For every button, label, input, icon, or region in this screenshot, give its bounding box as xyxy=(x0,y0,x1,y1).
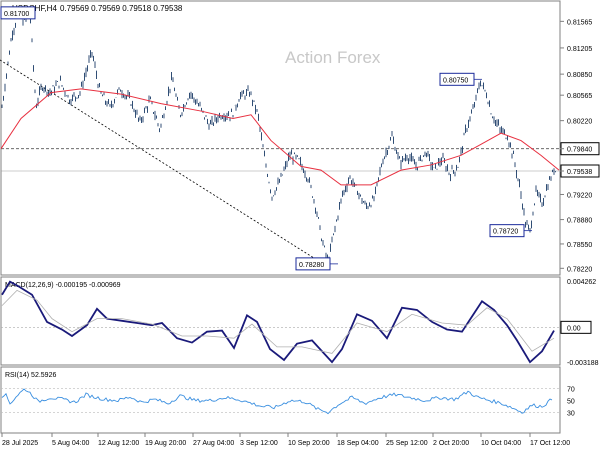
price-levels xyxy=(1,148,560,172)
time-axis: 28 Jul 2025 5 Aug 04:00 12 Aug 12:00 19 Aug… xyxy=(1,433,570,447)
x-tick-label: 5 Aug 04:00 xyxy=(52,440,89,447)
price-y-axis: 0.81565 0.81205 0.80850 0.80565 0.80220 0.798… xyxy=(560,19,600,273)
x-tick-label: 10 Oct 04:00 xyxy=(481,440,521,447)
swing-label: 0.78720 xyxy=(493,229,518,236)
x-tick-label: 18 Sep 04:00 xyxy=(337,440,379,447)
swing-label-box xyxy=(0,6,36,20)
price-annotations: 0.81700 0.80750 0.78280 0.78720 xyxy=(0,6,532,271)
rsi-title: RSI(14) 52.5926 xyxy=(5,372,56,379)
ma-line xyxy=(0,88,560,186)
x-tick-label: 27 Aug 04:00 xyxy=(193,440,234,447)
rsi-tick-label: 70 xyxy=(567,387,575,394)
macd-tick-label: 0.004262 xyxy=(567,279,596,286)
price-series xyxy=(1,9,556,263)
y-tick-label: 0.80220 xyxy=(567,119,592,126)
y-tick-label: 0.79538 xyxy=(567,169,592,176)
y-tick-label: 0.81565 xyxy=(567,19,592,26)
swing-label: 0.80750 xyxy=(443,77,468,84)
watermark: Action Forex xyxy=(285,48,381,67)
rsi-tick-label: 30 xyxy=(567,410,575,417)
moving-average xyxy=(0,88,560,186)
y-tick-label: 0.79220 xyxy=(567,192,592,199)
y-tick-label: 0.78880 xyxy=(567,218,592,225)
x-tick-label: 28 Jul 2025 xyxy=(2,440,38,447)
y-tick-label: 0.79840 xyxy=(567,147,592,154)
macd-value-box xyxy=(560,320,592,334)
rsi-series xyxy=(1,388,553,415)
x-tick-label: 10 Sep 20:00 xyxy=(288,440,330,447)
rsi-pane xyxy=(0,366,561,434)
x-tick-label: 2 Oct 20:00 xyxy=(433,440,469,447)
rsi-line xyxy=(1,388,553,415)
trendline[interactable] xyxy=(0,59,326,266)
y-tick-label: 0.78550 xyxy=(567,242,592,249)
macd-pane xyxy=(0,276,561,366)
ohlc-readout: 0.79569 0.79569 0.79518 0.79538 xyxy=(60,4,183,13)
x-tick-label: 25 Sep 12:00 xyxy=(386,440,428,447)
x-tick-label: 3 Sep 12:00 xyxy=(240,440,278,447)
swing-label: 0.78280 xyxy=(299,262,324,269)
macd-title: MACD(12,26,9) -0.000195 -0.000969 xyxy=(5,282,121,289)
macd-tick-label: -0.003188 xyxy=(567,360,599,367)
x-tick-label: 19 Aug 20:00 xyxy=(145,440,186,447)
macd-line xyxy=(1,280,555,364)
price-pane xyxy=(0,0,561,276)
y-tick-label: 0.80565 xyxy=(567,93,592,100)
macd-y-axis: 0.004262 0.00 -0.003188 xyxy=(1,279,599,367)
y-tick-label: 0.78220 xyxy=(567,266,592,273)
swing-label: 0.81700 xyxy=(4,11,29,18)
x-tick-label: 17 Oct 12:00 xyxy=(530,440,570,447)
macd-signal-line xyxy=(1,289,555,354)
macd-tick-label: 0.00 xyxy=(567,325,581,332)
rsi-tick-label: 50 xyxy=(567,399,575,406)
x-tick-label: 12 Aug 12:00 xyxy=(98,440,139,447)
rsi-y-axis: 70 50 30 xyxy=(1,387,575,417)
y-tick-label: 0.80850 xyxy=(567,72,592,79)
y-tick-label: 0.81205 xyxy=(567,46,592,53)
macd-series xyxy=(1,280,555,364)
